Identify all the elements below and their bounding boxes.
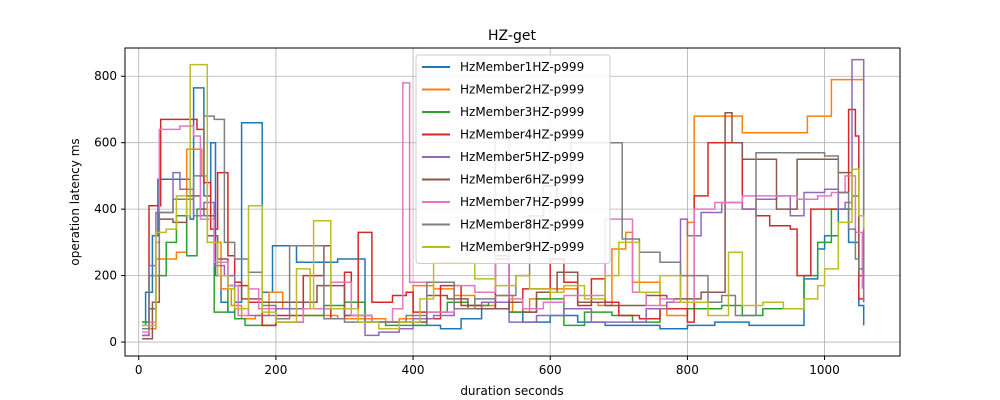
x-axis-ticks: 0 200 400 600 800 1000 (135, 356, 840, 377)
y-tick-label: 600 (94, 136, 117, 150)
legend-label: HzMember9HZ-p999 (460, 240, 584, 254)
legend-label: HzMember7HZ-p999 (460, 195, 584, 209)
x-tick-label: 200 (264, 363, 287, 377)
x-tick-label: 600 (539, 363, 562, 377)
series-line-6 (142, 112, 864, 340)
plot-frame (124, 47, 901, 357)
x-tick-label: 0 (135, 363, 143, 377)
x-tick-label: 800 (676, 363, 699, 377)
x-tick-label: 1000 (809, 363, 840, 377)
chart-title: HZ-get (488, 28, 536, 44)
legend: HzMember1HZ-p999 HzMember2HZ-p999 HzMember… (415, 54, 611, 264)
legend-label: HzMember5HZ-p999 (460, 150, 584, 164)
legend-box (415, 54, 611, 264)
legend-label: HzMember2HZ-p999 (460, 83, 584, 97)
x-axis-label: duration seconds (460, 384, 563, 398)
legend-label: HzMember4HZ-p999 (460, 128, 584, 142)
legend-label: HzMember3HZ-p999 (460, 105, 584, 119)
y-tick-label: 0 (109, 335, 117, 349)
x-tick-label: 400 (402, 363, 425, 377)
series-line-8 (142, 115, 865, 330)
y-axis-label: operation latency ms (68, 138, 82, 265)
legend-label: HzMember8HZ-p999 (460, 218, 584, 232)
legend-label: HzMember6HZ-p999 (460, 173, 584, 187)
y-axis-ticks: 0 200 400 600 800 (94, 69, 125, 349)
y-tick-label: 400 (94, 202, 117, 216)
legend-label: HzMember1HZ-p999 (460, 60, 584, 74)
y-tick-label: 800 (94, 69, 117, 83)
y-tick-label: 200 (94, 269, 117, 283)
series-group (142, 58, 865, 340)
